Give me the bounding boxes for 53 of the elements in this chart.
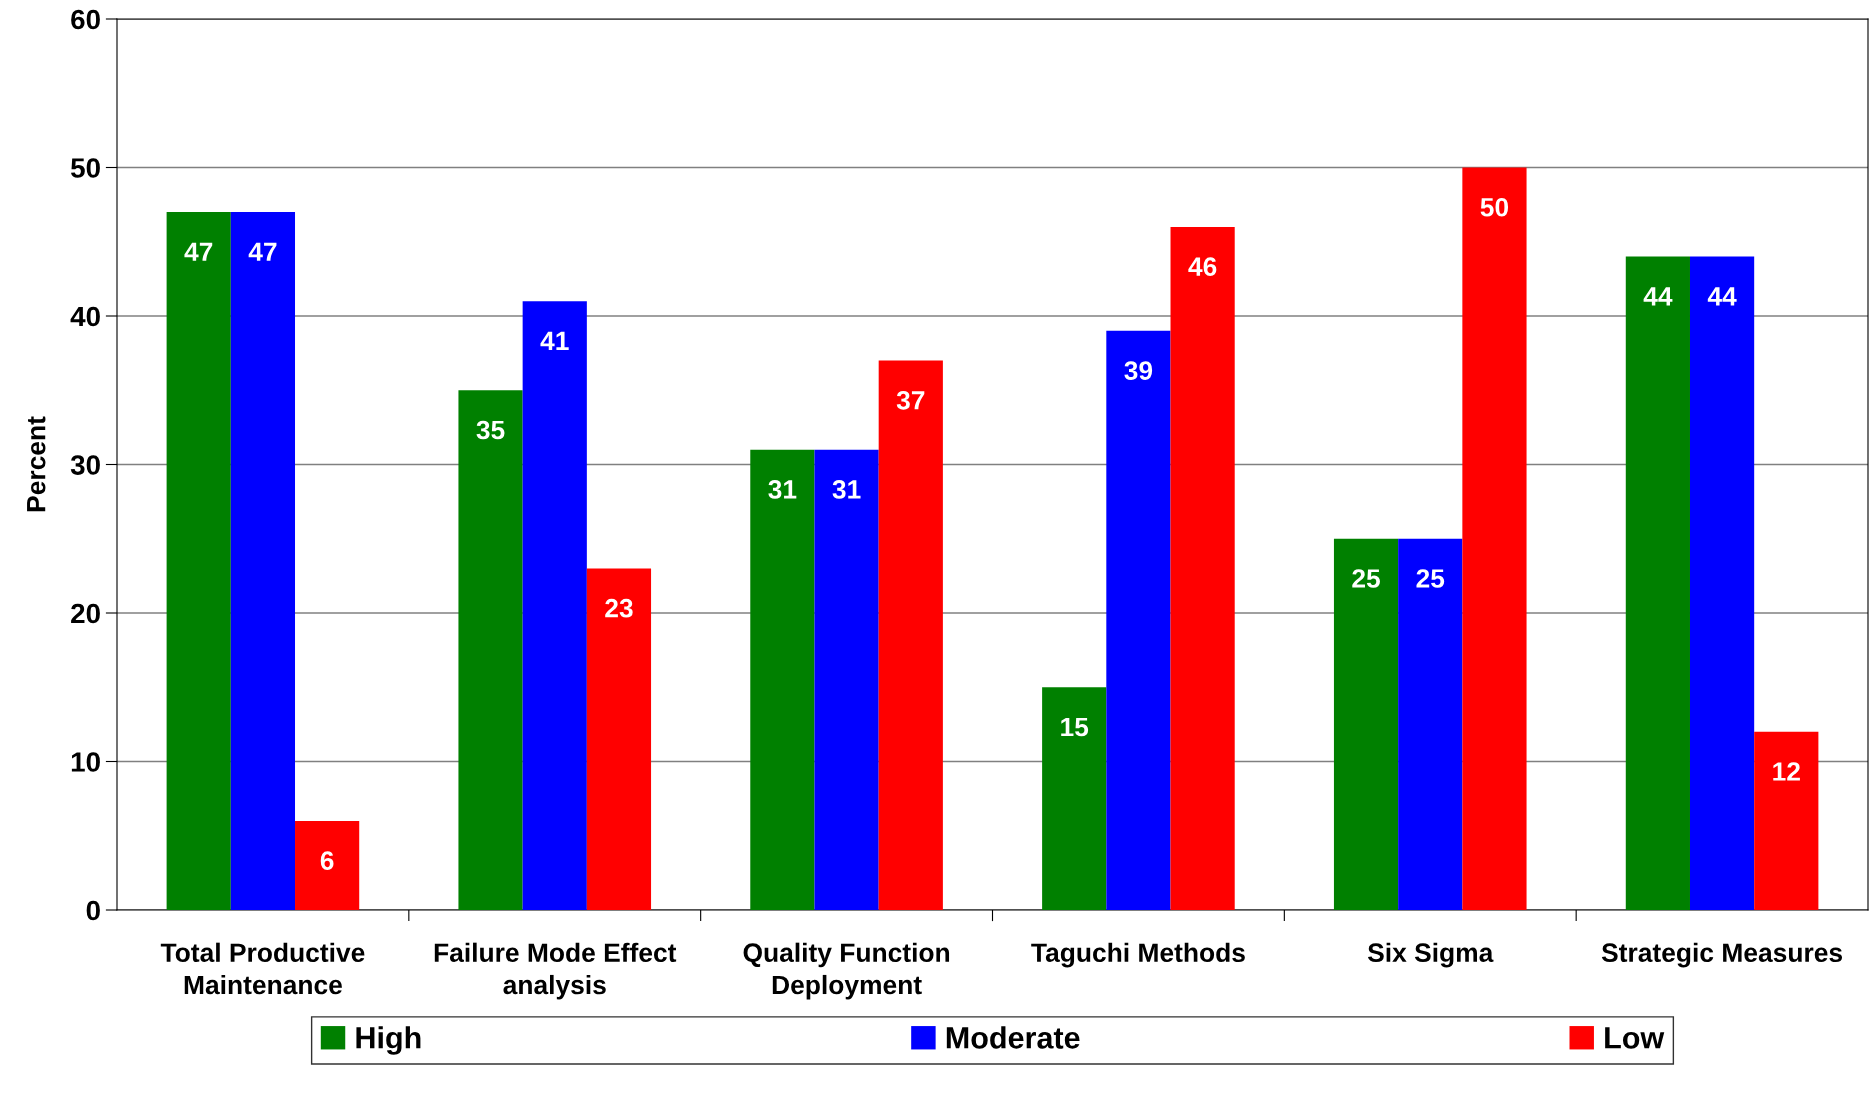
- data-label: 23: [605, 598, 633, 618]
- data-label: 25: [1416, 569, 1445, 588]
- bar: [1689, 256, 1755, 910]
- data-label: 31: [832, 480, 861, 499]
- y-tick-label: 0: [86, 900, 100, 921]
- y-tick-label: 40: [70, 306, 100, 327]
- x-tick-label: Taguchi Methods: [1031, 942, 1245, 968]
- legend-label: High: [356, 1026, 421, 1055]
- legend-label: Moderate: [946, 1026, 1080, 1049]
- bar: [1106, 330, 1171, 910]
- bar: [230, 212, 296, 910]
- x-tick-label: Six Sigma: [1367, 942, 1494, 968]
- data-label: 44: [1643, 287, 1673, 306]
- bar: [750, 449, 815, 910]
- data-label: 6: [320, 851, 334, 870]
- bar: [1333, 538, 1399, 910]
- bar: [458, 390, 523, 910]
- bar: [1754, 731, 1819, 910]
- data-label: 12: [1773, 762, 1800, 781]
- bar: [1170, 226, 1235, 910]
- y-tick-label: 20: [71, 603, 100, 624]
- data-label: 47: [184, 242, 213, 261]
- data-label: 46: [1188, 257, 1217, 276]
- data-label: 41: [540, 331, 569, 350]
- bar: [166, 212, 231, 910]
- data-label: 35: [476, 420, 505, 440]
- legend-label: Low: [1605, 1027, 1665, 1049]
- x-tick-label: Total Productive Maintenance: [160, 942, 365, 995]
- data-label: 50: [1480, 197, 1509, 217]
- data-label: 31: [768, 480, 797, 499]
- x-tick-label: Failure Mode Effect analysis: [434, 942, 677, 1000]
- bar: [1042, 687, 1107, 910]
- bar: [295, 820, 360, 910]
- bar: [586, 568, 652, 910]
- bar: [814, 449, 879, 910]
- data-label: 37: [896, 390, 925, 410]
- bar: [1398, 538, 1463, 910]
- y-axis-title: Percent: [27, 416, 46, 512]
- y-tick-label: 60: [71, 9, 100, 30]
- data-label: 15: [1061, 717, 1089, 737]
- bar: [1625, 256, 1690, 910]
- y-tick-label: 10: [71, 752, 100, 772]
- x-tick-label: Strategic Measures: [1601, 942, 1843, 968]
- data-label: 44: [1707, 287, 1737, 306]
- data-label: 47: [248, 242, 277, 261]
- x-tick-label: Quality Function Deployment: [743, 942, 950, 1000]
- y-tick-label: 50: [70, 158, 100, 178]
- data-label: 39: [1124, 361, 1153, 380]
- y-tick-label: 30: [70, 455, 100, 475]
- bar: [878, 360, 943, 910]
- bar: [1462, 167, 1527, 910]
- data-label: 25: [1352, 569, 1380, 588]
- bar: [522, 301, 587, 910]
